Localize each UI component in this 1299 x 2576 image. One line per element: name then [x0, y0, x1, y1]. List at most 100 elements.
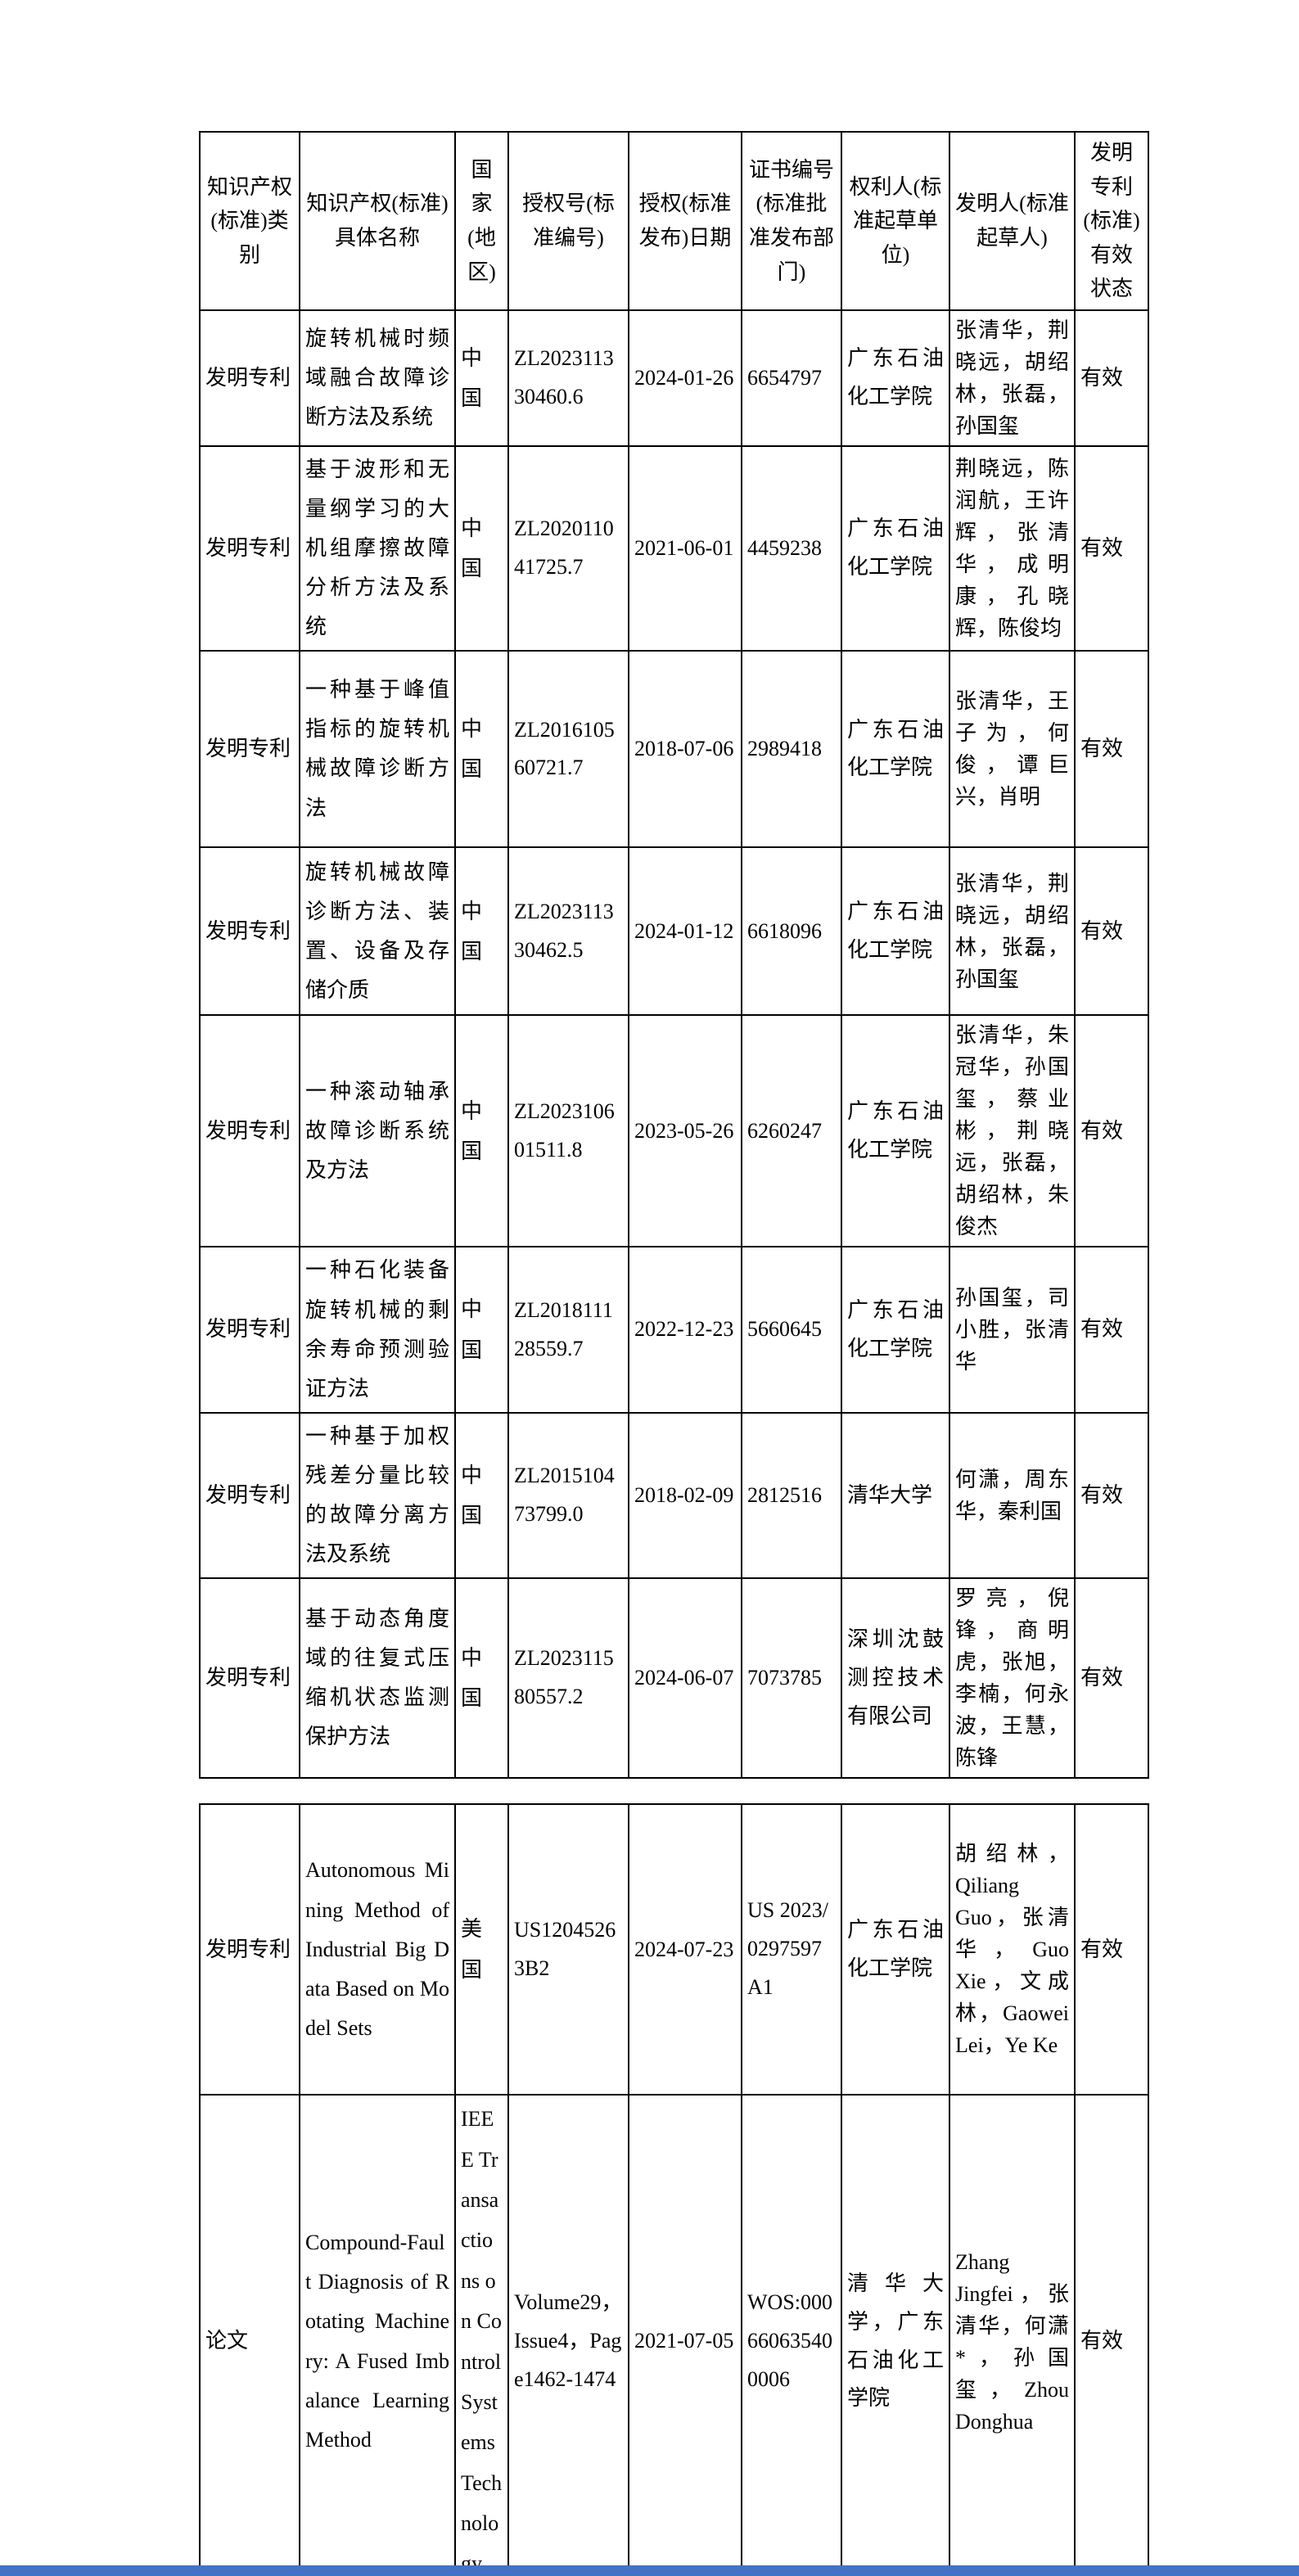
- patents-table: 知识产权(标准)类别 知识产权(标准)具体名称 国家(地区) 授权号(标准编号)…: [199, 131, 1149, 1780]
- cell-holder: 广东石油化工学院: [841, 650, 950, 849]
- table-row: 发明专利 一种滚动轴承故障诊断系统及方法 中国 ZL202310601511.8 202…: [199, 1014, 1149, 1248]
- cell-number: ZL201510473799.0: [507, 1411, 629, 1580]
- cell-certificate: WOS:000660635400006: [741, 2094, 842, 2576]
- cell-title: 一种滚动轴承故障诊断系统及方法: [299, 1014, 456, 1248]
- cell-status: 有效: [1074, 1803, 1149, 2096]
- cell-holder: 清华大学: [841, 1411, 950, 1580]
- column-header-category: 知识产权(标准)类别: [199, 131, 300, 311]
- cell-category: 发明专利: [199, 1014, 300, 1248]
- table-row: 发明专利 旋转机械故障诊断方法、装置、设备及存储介质 中国 ZL20231133046…: [199, 846, 1149, 1017]
- cell-status: 有效: [1074, 846, 1149, 1017]
- column-header-status: 发明专利(标准)有效状态: [1074, 131, 1149, 311]
- cell-status: 有效: [1074, 650, 1149, 849]
- cell-title: 一种基于加权残差分量比较的故障分离方法及系统: [299, 1411, 456, 1580]
- column-header-date: 授权(标准发布)日期: [628, 131, 742, 311]
- cell-holder: 广东石油化工学院: [841, 309, 950, 447]
- column-header-number: 授权号(标准编号): [507, 131, 629, 311]
- cell-title: Autonomous Mining Method of Industrial B…: [299, 1803, 456, 2096]
- table-row: 发明专利 旋转机械时频域融合故障诊断方法及系统 中国 ZL202311330460.6…: [199, 309, 1149, 447]
- cell-number: ZL202311330462.5: [507, 846, 629, 1017]
- cell-number: ZL202310601511.8: [507, 1014, 629, 1248]
- cell-number: ZL201811128559.7: [507, 1246, 629, 1414]
- cell-date: 2018-02-09: [628, 1411, 742, 1580]
- cell-date: 2021-07-05: [628, 2094, 742, 2576]
- column-header-certificate: 证书编号(标准批准发布部门): [741, 131, 842, 311]
- cell-inventors: 孙国玺，司小胜，张清华: [949, 1246, 1076, 1414]
- cell-country: 中国: [454, 444, 509, 652]
- cell-date: 2018-07-06: [628, 650, 742, 849]
- cell-date: 2024-01-12: [628, 846, 742, 1017]
- cell-holder: 广东石油化工学院: [841, 1014, 950, 1248]
- cell-number: Volume29，Issue4，Page1462-1474: [507, 2094, 629, 2576]
- cell-inventors: 何潇，周东华，秦利国: [949, 1411, 1076, 1580]
- cell-certificate: 7073785: [741, 1577, 842, 1780]
- table-row: 发明专利 基于波形和无量纲学习的大机组摩擦故障分析方法及系统 中国 ZL2020110…: [199, 444, 1149, 652]
- cell-country: 中国: [454, 1577, 509, 1780]
- cell-number: ZL202311580557.2: [507, 1577, 629, 1780]
- cell-inventors: Zhang Jingfei，张清华，何潇*，孙国玺，Zhou Donghua: [949, 2094, 1076, 2576]
- cell-date: 2022-12-23: [628, 1246, 742, 1414]
- cell-title: 旋转机械时频域融合故障诊断方法及系统: [299, 309, 456, 447]
- cell-certificate: 6618096: [741, 846, 842, 1017]
- cell-category: 发明专利: [199, 846, 300, 1017]
- cell-category: 发明专利: [199, 1246, 300, 1414]
- table-row: 论文 Compound-Fault Diagnosis of Rotating M…: [199, 2094, 1149, 2576]
- table-row: 发明专利 一种基于峰值指标的旋转机械故障诊断方法 中国 ZL201610560721.…: [199, 650, 1149, 849]
- cell-category: 发明专利: [199, 1803, 300, 2096]
- cell-inventors: 荆晓远，陈润航，王许辉，张清华，成明康，孔晓辉，陈俊均: [949, 444, 1076, 652]
- header-row: 知识产权(标准)类别 知识产权(标准)具体名称 国家(地区) 授权号(标准编号)…: [199, 131, 1149, 311]
- table-row: 发明专利 一种石化装备旋转机械的剩余寿命预测验证方法 中国 ZL20181112855…: [199, 1246, 1149, 1414]
- cell-number: ZL201610560721.7: [507, 650, 629, 849]
- cell-certificate: 2812516: [741, 1411, 842, 1580]
- cell-title: 旋转机械故障诊断方法、装置、设备及存储介质: [299, 846, 456, 1017]
- column-header-inventors: 发明人(标准起草人): [949, 131, 1076, 311]
- cell-inventors: 张清华，荆晓远，胡绍林，张磊，孙国玺: [949, 309, 1076, 447]
- cell-category: 发明专利: [199, 650, 300, 849]
- cell-country: 中国: [454, 1246, 509, 1414]
- cell-title: 基于动态角度域的往复式压缩机状态监测保护方法: [299, 1577, 456, 1780]
- cell-category: 论文: [199, 2094, 300, 2576]
- cell-certificate: 6654797: [741, 309, 842, 447]
- cell-date: 2024-06-07: [628, 1577, 742, 1780]
- cell-country: IEEE Transactions on Control Systems Tec…: [454, 2094, 509, 2576]
- cell-title: 一种基于峰值指标的旋转机械故障诊断方法: [299, 650, 456, 849]
- cell-title: 一种石化装备旋转机械的剩余寿命预测验证方法: [299, 1246, 456, 1414]
- cell-inventors: 张清华，荆晓远，胡绍林，张磊，孙国玺: [949, 846, 1076, 1017]
- cell-title: Compound-Fault Diagnosis of Rotating Mac…: [299, 2094, 456, 2576]
- cell-date: 2021-06-01: [628, 444, 742, 652]
- cell-title: 基于波形和无量纲学习的大机组摩擦故障分析方法及系统: [299, 444, 456, 652]
- cell-status: 有效: [1074, 309, 1149, 447]
- cell-certificate: US 2023/0297597 A1: [741, 1803, 842, 2096]
- cell-holder: 广东石油化工学院: [841, 1803, 950, 2096]
- cell-category: 发明专利: [199, 1577, 300, 1780]
- cell-holder: 深圳沈鼓测控技术有限公司: [841, 1577, 950, 1780]
- cell-category: 发明专利: [199, 444, 300, 652]
- cell-inventors: 胡绍林，Qiliang Guo，张清华，Guo Xie，文成林，Gaowei L…: [949, 1803, 1076, 2096]
- table-row: 发明专利 Autonomous Mining Method of Industri…: [199, 1803, 1149, 2096]
- cell-country: 中国: [454, 1014, 509, 1248]
- column-header-title: 知识产权(标准)具体名称: [299, 131, 456, 311]
- publications-table: 发明专利 Autonomous Mining Method of Industri…: [199, 1803, 1149, 2576]
- cell-category: 发明专利: [199, 1411, 300, 1580]
- cell-status: 有效: [1074, 1411, 1149, 1580]
- cell-country: 中国: [454, 1411, 509, 1580]
- cell-holder: 广东石油化工学院: [841, 1246, 950, 1414]
- cell-holder: 广东石油化工学院: [841, 846, 950, 1017]
- column-header-country: 国家(地区): [454, 131, 509, 311]
- cell-country: 美国: [454, 1803, 509, 2096]
- cell-number: US12045263B2: [507, 1803, 629, 2096]
- cell-certificate: 4459238: [741, 444, 842, 652]
- cell-inventors: 张清华，王子为，何俊，谭巨兴，肖明: [949, 650, 1076, 849]
- cell-inventors: 张清华，朱冠华，孙国玺，蔡业彬，荆晓远，张磊，胡绍林，朱俊杰: [949, 1014, 1076, 1248]
- cell-certificate: 5660645: [741, 1246, 842, 1414]
- table-row: 发明专利 基于动态角度域的往复式压缩机状态监测保护方法 中国 ZL2023115805…: [199, 1577, 1149, 1780]
- cell-holder: 清华大学，广东石油化工学院: [841, 2094, 950, 2576]
- cell-status: 有效: [1074, 444, 1149, 652]
- cell-number: ZL202011041725.7: [507, 444, 629, 652]
- cell-status: 有效: [1074, 1014, 1149, 1248]
- table-row: 发明专利 一种基于加权残差分量比较的故障分离方法及系统 中国 ZL2015104737…: [199, 1411, 1149, 1580]
- cell-number: ZL202311330460.6: [507, 309, 629, 447]
- cell-inventors: 罗亮，倪锋，商明虎，张旭，李楠，何永波，王慧，陈锋: [949, 1577, 1076, 1780]
- cell-country: 中国: [454, 650, 509, 849]
